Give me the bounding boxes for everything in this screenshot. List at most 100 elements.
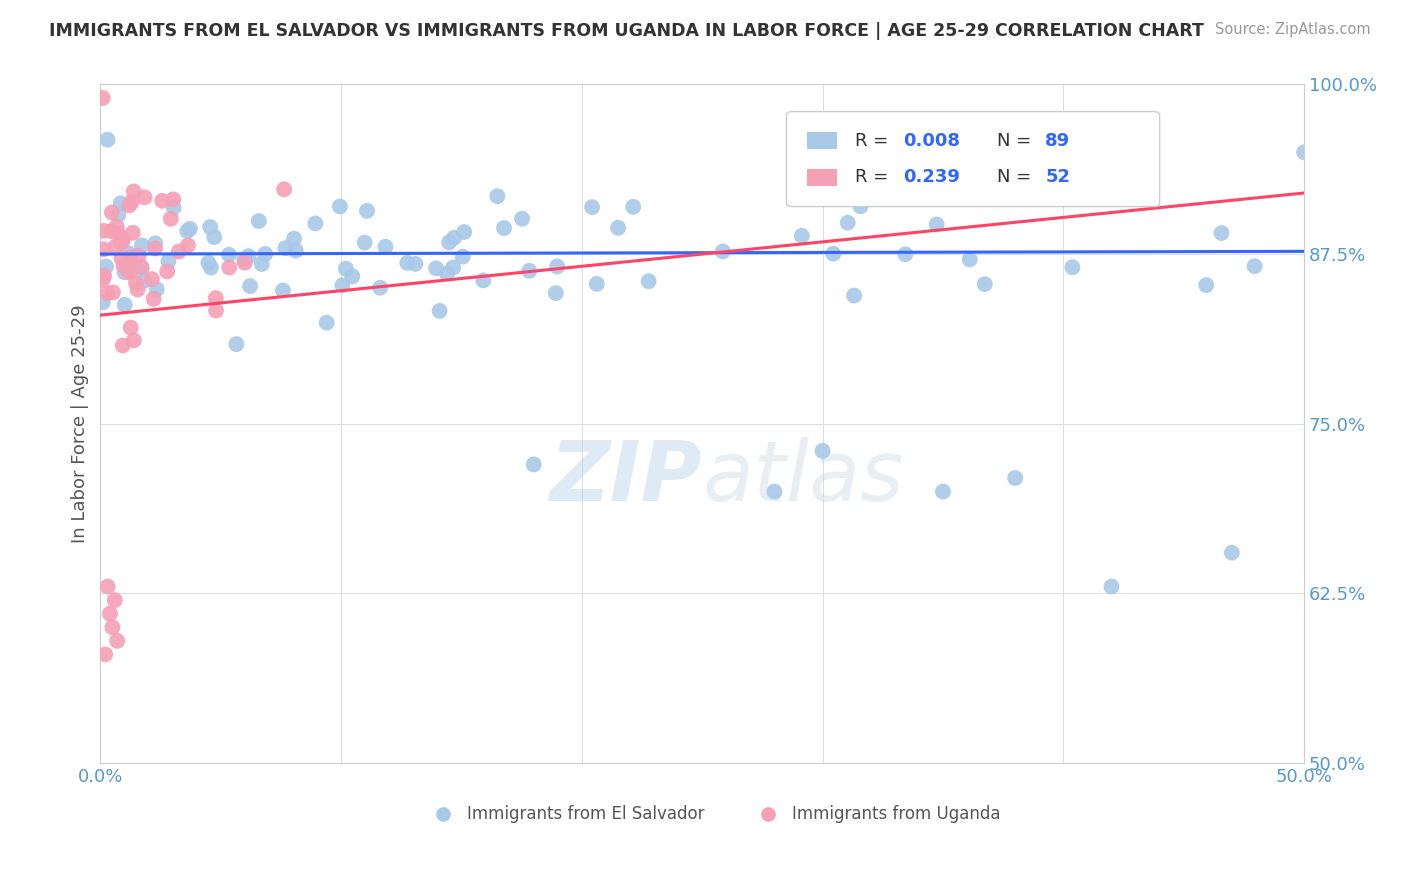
Point [114,298,136,312]
Point [517,264,540,278]
Point [585,277,607,291]
Point [94,260,117,274]
Text: 89: 89 [1045,132,1070,150]
Point [396,256,419,270]
Point [163,201,186,215]
Point [273,182,295,196]
Point [107,227,129,241]
Point [1243,259,1265,273]
Point [96,133,118,147]
Point [93,242,115,256]
Point [453,225,475,239]
Point [523,458,546,472]
Point [98,607,121,621]
Point [105,219,128,234]
Point [1004,471,1026,485]
Point [156,264,179,278]
Text: Immigrants from El Salvador: Immigrants from El Salvador [467,805,704,822]
Point [332,278,354,293]
Point [315,316,337,330]
Text: atlas: atlas [702,437,904,518]
Point [120,320,142,334]
Point [205,303,228,318]
Point [356,203,378,218]
Point [200,220,222,235]
Point [233,252,256,267]
Point [111,338,134,352]
Point [254,247,277,261]
Point [114,265,136,279]
Point [329,199,352,213]
Point [239,279,262,293]
Point [342,269,364,284]
Point [238,249,260,263]
Text: Immigrants from Uganda: Immigrants from Uganda [793,805,1001,822]
Point [283,232,305,246]
Point [271,284,294,298]
Text: R =: R = [855,132,894,150]
Point [167,244,190,259]
Point [104,226,127,240]
Point [101,620,124,634]
Y-axis label: In Labor Force | Age 25-29: In Labor Force | Age 25-29 [72,304,89,543]
Point [122,334,145,348]
Point [959,252,981,267]
Point [1101,580,1123,594]
Point [837,216,859,230]
Point [429,303,451,318]
Text: IMMIGRANTS FROM EL SALVADOR VS IMMIGRANTS FROM UGANDA IN LABOR FORCE | AGE 25-29: IMMIGRANTS FROM EL SALVADOR VS IMMIGRANT… [49,22,1204,40]
FancyBboxPatch shape [807,169,837,186]
Point [146,282,169,296]
Point [104,240,127,254]
Point [202,230,225,244]
Point [110,196,132,211]
Point [374,240,396,254]
Point [104,593,127,607]
Point [111,232,134,246]
Point [1195,278,1218,293]
Point [132,274,155,288]
Point [131,261,153,276]
Text: 0.008: 0.008 [903,132,960,150]
Point [101,285,124,300]
Point [973,277,995,292]
Point [105,633,128,648]
Text: 0.239: 0.239 [903,169,960,186]
Point [91,273,114,287]
Point [546,260,568,274]
Point [97,580,120,594]
Point [118,198,141,212]
Point [225,337,247,351]
Point [233,256,256,270]
Point [128,249,150,263]
Point [143,242,166,256]
Point [823,246,845,260]
Point [162,193,184,207]
Point [111,235,134,249]
Point [581,200,603,214]
Text: N =: N = [997,169,1038,186]
Point [436,267,458,281]
Point [134,190,156,204]
Point [110,235,132,250]
Point [894,247,917,261]
Point [131,238,153,252]
Point [101,205,124,219]
Point [177,238,200,252]
Point [637,274,659,288]
Point [437,235,460,250]
Point [110,251,132,265]
Point [441,260,464,275]
Point [1220,546,1243,560]
Point [129,260,152,274]
Point [157,254,180,268]
Point [91,91,114,105]
Text: N =: N = [997,132,1038,150]
Point [621,200,644,214]
Point [274,241,297,255]
Point [160,211,183,226]
Point [118,251,141,265]
Point [96,286,118,301]
Point [125,276,148,290]
Point [122,185,145,199]
